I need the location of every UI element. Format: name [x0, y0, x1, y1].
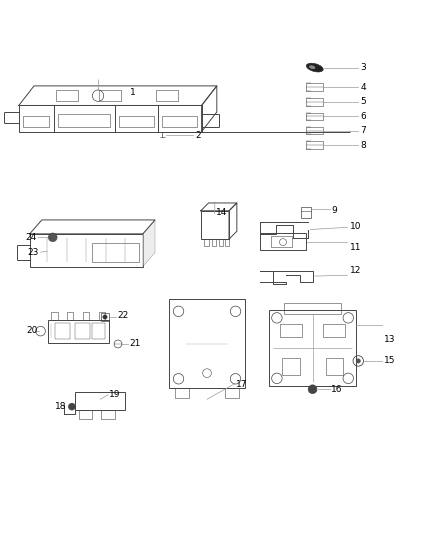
Circle shape: [356, 359, 360, 363]
Text: 8: 8: [360, 141, 366, 150]
Text: 10: 10: [350, 222, 361, 231]
Text: 3: 3: [360, 63, 366, 72]
Ellipse shape: [309, 65, 315, 69]
Text: 1: 1: [130, 88, 135, 97]
Text: 14: 14: [216, 208, 227, 217]
Text: 4: 4: [360, 83, 366, 92]
Text: 11: 11: [350, 243, 361, 252]
Circle shape: [308, 385, 317, 393]
Circle shape: [103, 315, 107, 319]
Text: 24: 24: [25, 233, 36, 242]
Text: 23: 23: [27, 248, 39, 256]
Text: 19: 19: [110, 390, 121, 399]
Text: 13: 13: [384, 335, 395, 344]
Text: 2: 2: [195, 132, 201, 140]
Text: 7: 7: [360, 126, 366, 135]
Text: 16: 16: [331, 385, 343, 394]
Circle shape: [68, 403, 75, 410]
Text: 17: 17: [236, 381, 247, 390]
Ellipse shape: [306, 63, 323, 72]
Text: 5: 5: [360, 98, 366, 107]
Text: 21: 21: [129, 340, 140, 349]
Text: 9: 9: [331, 206, 337, 215]
Circle shape: [48, 233, 57, 241]
Text: 22: 22: [117, 311, 128, 320]
Text: 18: 18: [55, 402, 67, 411]
Text: 20: 20: [26, 326, 38, 335]
Text: 12: 12: [350, 266, 361, 276]
Text: 15: 15: [384, 356, 395, 365]
Text: 6: 6: [360, 112, 366, 121]
Polygon shape: [143, 220, 155, 266]
